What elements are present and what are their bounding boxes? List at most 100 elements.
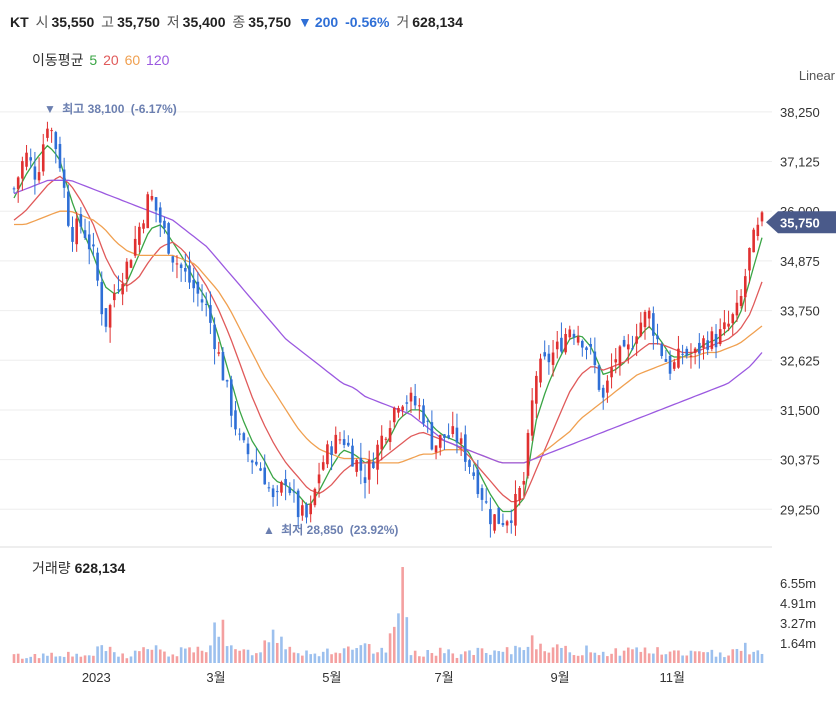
volume-bar	[125, 658, 129, 663]
volume-bar	[677, 650, 680, 663]
candle-body	[100, 282, 104, 315]
candle-body	[275, 491, 279, 493]
volume-bar	[735, 648, 739, 663]
volume-bar	[246, 649, 250, 663]
volume-bar	[363, 643, 367, 663]
candle-body	[108, 305, 112, 328]
volume-bar	[296, 653, 300, 663]
volume-bar	[209, 645, 212, 663]
volume-bar	[693, 651, 697, 663]
candle-body	[292, 491, 296, 493]
candle-body	[685, 348, 689, 356]
candle-body	[639, 322, 643, 336]
high-pct: (-6.17%)	[131, 102, 177, 116]
volume-bar	[342, 648, 346, 663]
candle-body	[526, 432, 530, 476]
volume-bar	[284, 649, 287, 663]
volume-bar	[221, 619, 225, 663]
volume-bar	[610, 653, 613, 663]
volume-bar	[150, 649, 154, 663]
volume-bar	[288, 646, 292, 663]
volume-bar	[743, 642, 747, 663]
volume-bar	[518, 647, 521, 663]
candle-body	[67, 191, 70, 226]
moving-average-legend[interactable]: 이동평균 5 20 60 120	[32, 50, 171, 70]
volume-bar	[263, 640, 267, 663]
volume-bar	[476, 647, 480, 663]
scale-mode-toggle[interactable]: Linear	[798, 68, 835, 83]
volume-bar	[660, 654, 664, 663]
low-value: 35,400	[182, 14, 226, 30]
candle-body	[138, 226, 141, 245]
volume-bar	[62, 656, 66, 663]
candle-body	[601, 387, 605, 398]
volume-bar	[330, 654, 333, 663]
candle-body	[267, 487, 271, 489]
candle-body	[748, 247, 751, 271]
volume-bar	[158, 649, 162, 663]
high-low-annotations: ▼ 최고 38,100 (-6.17%) ▲ 최저 28,850 (23.92%…	[44, 101, 398, 537]
candle-body	[296, 490, 300, 518]
volume-bar	[718, 652, 722, 663]
volume-bar	[639, 651, 643, 663]
volume-bar	[305, 650, 308, 663]
candle-body	[71, 226, 74, 242]
candle-body	[384, 438, 388, 440]
candle-body	[643, 311, 647, 328]
candle-body	[652, 313, 655, 336]
volume-bar	[112, 652, 116, 663]
volume-bar	[67, 651, 70, 663]
volume-bar	[50, 652, 53, 663]
candle-body	[518, 487, 521, 501]
candle-body	[158, 207, 162, 223]
volume-bar	[409, 655, 413, 663]
candle-body	[522, 481, 526, 485]
volume-bar	[359, 645, 363, 663]
candle-body	[706, 340, 709, 350]
volume-bar	[21, 658, 24, 663]
candle-body	[217, 352, 221, 354]
volume-bar	[255, 653, 258, 663]
volume-label: 거래량	[32, 560, 71, 576]
volume-bar	[292, 652, 296, 663]
open-label: 시	[35, 14, 49, 30]
ma-60-label: 60	[124, 52, 141, 68]
ma-60-line	[14, 210, 763, 464]
volume-bar	[87, 655, 91, 663]
candle-body	[560, 337, 563, 352]
volume-bar	[672, 650, 676, 663]
candle-body	[514, 493, 517, 526]
candle-body	[576, 336, 580, 343]
close-label: 종	[232, 14, 246, 30]
candle-body	[392, 407, 396, 423]
candle-body	[568, 329, 572, 338]
candle-body	[225, 380, 229, 382]
candle-body	[305, 504, 308, 518]
volume-bar	[121, 653, 124, 663]
low-label: 저	[166, 14, 180, 30]
volume-bar	[451, 653, 455, 663]
volume-bar	[484, 653, 488, 663]
volume-bar	[213, 622, 216, 663]
candle-body	[96, 252, 99, 281]
candle-body	[204, 303, 208, 305]
candle-body	[167, 223, 170, 254]
candle-body	[125, 261, 129, 279]
candle-body	[121, 283, 124, 295]
volume-bar	[163, 651, 166, 663]
candle-body	[50, 130, 53, 132]
candle-body	[455, 427, 459, 443]
candle-body	[405, 402, 409, 404]
volume-bar	[12, 654, 16, 663]
candle-body	[434, 445, 438, 453]
change-value: 200	[314, 14, 339, 30]
candle-body	[175, 263, 179, 265]
volume-bar	[443, 653, 446, 663]
candle-body	[702, 338, 705, 348]
volume-bar	[83, 655, 87, 663]
volume-bar	[104, 651, 108, 663]
volume-bar	[309, 654, 312, 663]
volume-bar	[280, 636, 283, 663]
volume-bar	[576, 655, 580, 663]
